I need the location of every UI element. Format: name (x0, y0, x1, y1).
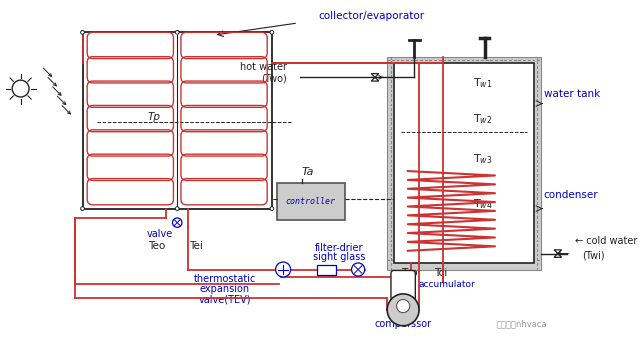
Circle shape (81, 207, 84, 210)
Text: valve: valve (147, 229, 173, 239)
Text: hot water: hot water (240, 62, 287, 72)
Circle shape (12, 80, 29, 97)
FancyBboxPatch shape (391, 270, 415, 300)
Text: comperssor: comperssor (374, 318, 432, 328)
Bar (387, 57, 541, 269)
Text: collector/evaporator: collector/evaporator (319, 11, 425, 21)
Text: valve(TEV): valve(TEV) (199, 294, 252, 304)
Text: T$_{w3}$: T$_{w3}$ (474, 152, 493, 166)
Text: Teo: Teo (148, 241, 165, 251)
Text: water tank: water tank (544, 89, 600, 99)
Circle shape (175, 207, 179, 210)
Circle shape (173, 218, 182, 227)
Text: expansion: expansion (200, 284, 250, 294)
Circle shape (270, 30, 274, 34)
Circle shape (387, 294, 419, 326)
Text: accumulator: accumulator (418, 280, 475, 289)
Text: controller: controller (285, 197, 335, 206)
Text: T$_{w1}$: T$_{w1}$ (474, 77, 493, 90)
Text: Tci: Tci (434, 268, 447, 278)
Circle shape (351, 263, 365, 276)
Text: 微信号：nhvaca: 微信号：nhvaca (497, 319, 547, 328)
Text: sight glass: sight glass (313, 252, 365, 262)
Text: Ta: Ta (302, 167, 314, 177)
Text: filter-drier: filter-drier (315, 243, 364, 253)
Circle shape (397, 299, 410, 313)
Bar (276, 183, 345, 220)
Circle shape (276, 262, 291, 277)
Text: Tei: Tei (189, 241, 203, 251)
Text: Tco: Tco (401, 268, 418, 278)
Circle shape (81, 30, 84, 34)
Text: condenser: condenser (544, 189, 598, 199)
Text: thermostatic: thermostatic (194, 274, 256, 284)
Text: (Two): (Two) (261, 73, 287, 83)
Bar (83, 32, 272, 209)
Circle shape (270, 207, 274, 210)
Text: Tp: Tp (147, 111, 160, 121)
Bar (317, 265, 335, 275)
Text: T$_{w4}$: T$_{w4}$ (474, 197, 493, 210)
Bar (394, 63, 534, 263)
Text: (Twi): (Twi) (582, 250, 605, 260)
Text: ← cold water: ← cold water (575, 236, 637, 246)
Text: T$_{w2}$: T$_{w2}$ (474, 112, 493, 126)
Circle shape (175, 30, 179, 34)
